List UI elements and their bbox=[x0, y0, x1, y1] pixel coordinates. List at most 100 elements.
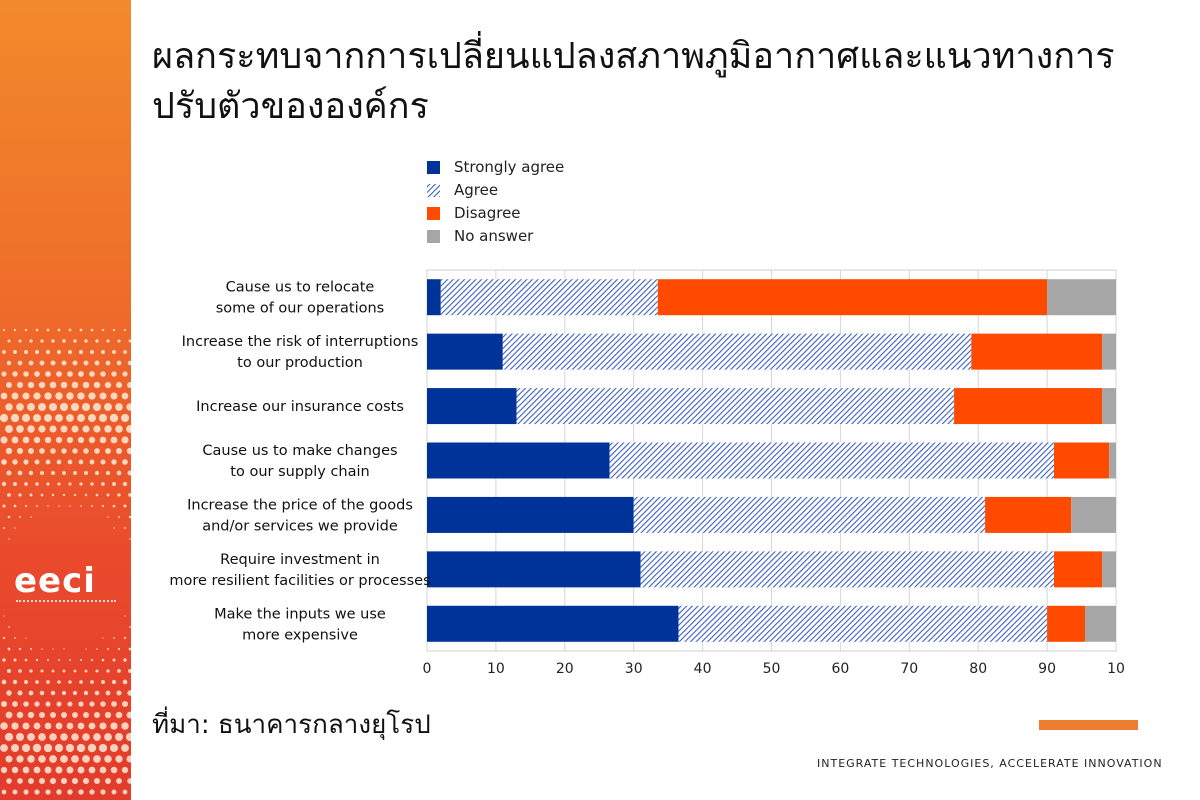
decor-dot bbox=[50, 448, 56, 454]
decor-dot bbox=[99, 436, 107, 444]
decor-dot bbox=[66, 722, 74, 730]
decor-dot bbox=[93, 755, 101, 763]
decor-dot bbox=[40, 493, 44, 497]
decor-dot bbox=[11, 766, 19, 774]
decor-dot bbox=[126, 447, 131, 455]
decor-dot bbox=[13, 482, 17, 486]
decor-dot bbox=[2, 504, 6, 508]
decor-dot bbox=[28, 448, 34, 454]
logo-wordmark: eeci bbox=[14, 561, 96, 601]
decor-dot bbox=[49, 425, 57, 433]
decor-dot bbox=[95, 669, 99, 673]
decor-dot bbox=[11, 392, 19, 400]
decor-dot bbox=[84, 339, 88, 343]
decor-dot bbox=[5, 447, 13, 455]
decor-dot bbox=[13, 504, 17, 508]
decor-dot bbox=[77, 436, 85, 444]
decor-dot bbox=[121, 744, 129, 752]
decor-dot bbox=[127, 470, 131, 476]
decor-dot bbox=[48, 402, 58, 412]
decor-dot bbox=[109, 743, 119, 753]
decor-dot bbox=[27, 403, 35, 411]
bar-segment bbox=[954, 388, 1103, 425]
decor-dot bbox=[7, 339, 11, 343]
decor-dot bbox=[80, 505, 82, 507]
decor-dot bbox=[127, 668, 131, 674]
decor-dot bbox=[67, 459, 73, 465]
decor-dot bbox=[112, 482, 116, 486]
decor-dot bbox=[40, 669, 44, 673]
decor-dot bbox=[117, 493, 121, 497]
decor-dot bbox=[59, 402, 69, 412]
decor-dot bbox=[84, 669, 88, 673]
decor-dot bbox=[123, 504, 127, 508]
decor-dot bbox=[34, 349, 40, 355]
decor-dot bbox=[100, 349, 106, 355]
category-label: Make the inputs we use bbox=[214, 606, 386, 622]
decor-dot bbox=[106, 493, 110, 497]
decor-dot bbox=[122, 481, 128, 487]
decor-dot bbox=[17, 690, 23, 696]
decor-dot bbox=[87, 743, 97, 753]
decor-dot bbox=[11, 722, 19, 730]
decor-dot bbox=[40, 339, 44, 343]
decor-dot bbox=[71, 381, 79, 389]
legend-label: Disagree bbox=[454, 204, 521, 222]
decor-dot bbox=[45, 701, 51, 707]
decor-dot bbox=[90, 680, 94, 684]
decor-dot bbox=[67, 789, 73, 795]
decor-dot bbox=[115, 403, 123, 411]
decor-dot bbox=[73, 669, 77, 673]
left-decorative-band bbox=[0, 0, 131, 800]
decor-dot bbox=[12, 679, 18, 685]
decor-dot bbox=[94, 448, 100, 454]
decor-dot bbox=[38, 425, 46, 433]
decor-dot bbox=[41, 648, 43, 650]
decor-dot bbox=[61, 360, 67, 366]
decor-dot bbox=[72, 448, 78, 454]
decor-dot bbox=[22, 392, 30, 400]
decor-dot bbox=[28, 690, 34, 696]
decor-dot bbox=[111, 701, 117, 707]
decor-dot bbox=[55, 722, 63, 730]
eeci-logo: eeci bbox=[14, 562, 124, 612]
decor-dot bbox=[7, 493, 11, 497]
decor-dot bbox=[85, 648, 87, 650]
decor-dot bbox=[110, 392, 118, 400]
decor-dot bbox=[34, 371, 40, 377]
decor-dot bbox=[57, 680, 61, 684]
decor-dot bbox=[84, 493, 88, 497]
decor-dot bbox=[102, 637, 104, 639]
decor-dot bbox=[117, 669, 121, 673]
decor-dot bbox=[71, 733, 79, 741]
decor-dot bbox=[60, 777, 68, 785]
decor-dot bbox=[79, 482, 83, 486]
bar-segment bbox=[1053, 442, 1110, 479]
decor-dot bbox=[123, 350, 127, 354]
decor-dot bbox=[45, 349, 51, 355]
decor-dot bbox=[93, 381, 101, 389]
legend-swatch bbox=[427, 161, 440, 174]
decor-dot bbox=[128, 647, 131, 651]
bar-segment bbox=[971, 333, 1103, 370]
decor-dot bbox=[34, 459, 40, 465]
decor-dot bbox=[62, 493, 66, 497]
decor-dot bbox=[126, 755, 131, 763]
decor-dot bbox=[18, 669, 22, 673]
decor-dot bbox=[83, 360, 89, 366]
decor-dot bbox=[28, 360, 34, 366]
bar-segment bbox=[1084, 605, 1116, 642]
logo-underline bbox=[16, 600, 116, 605]
decor-dot bbox=[77, 766, 85, 774]
bar-segment bbox=[440, 279, 658, 316]
category-label: and/or services we provide bbox=[202, 518, 398, 534]
decor-dot bbox=[39, 470, 45, 476]
decor-dot bbox=[111, 459, 117, 465]
decor-dot bbox=[122, 679, 128, 685]
source-note: ที่มา: ธนาคารกลางยุโรป bbox=[152, 710, 431, 740]
decor-dot bbox=[93, 777, 101, 785]
decor-dot bbox=[2, 350, 6, 354]
decor-dot bbox=[107, 648, 109, 650]
x-tick-label: 0 bbox=[423, 661, 432, 677]
decor-dot bbox=[111, 679, 117, 685]
